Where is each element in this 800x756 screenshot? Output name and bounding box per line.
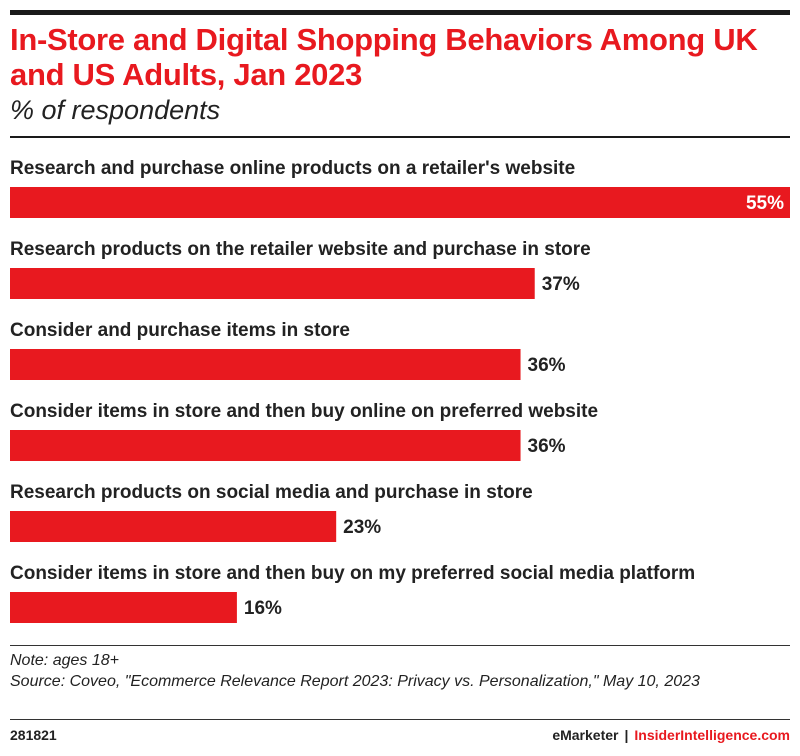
bar bbox=[10, 268, 535, 299]
source-text: Source: Coveo, "Ecommerce Relevance Repo… bbox=[10, 673, 700, 690]
value-label: 55% bbox=[746, 193, 784, 214]
footer-rule bbox=[10, 719, 790, 720]
bar bbox=[10, 349, 521, 380]
chart-title: In-Store and Digital Shopping Behaviors … bbox=[10, 22, 758, 92]
chart-notes: Note: ages 18+ Source: Coveo, "Ecommerce… bbox=[10, 650, 790, 692]
category-label: Research products on social media and pu… bbox=[10, 482, 533, 503]
category-label: Consider and purchase items in store bbox=[10, 320, 350, 341]
note-text: Note: ages 18+ bbox=[10, 652, 119, 669]
value-label: 36% bbox=[528, 355, 566, 376]
brand-insider-intelligence: InsiderIntelligence.com bbox=[634, 727, 790, 743]
value-label: 36% bbox=[528, 436, 566, 457]
brand-footer: eMarketer | InsiderIntelligence.com bbox=[552, 727, 790, 743]
value-label: 16% bbox=[244, 598, 282, 619]
brand-emarketer: eMarketer bbox=[552, 727, 619, 743]
brand-separator: | bbox=[624, 727, 629, 743]
bar-chart: Research and purchase online products on… bbox=[10, 158, 790, 623]
category-label: Research products on the retailer websit… bbox=[10, 239, 591, 260]
chart-subtitle: % of respondents bbox=[10, 95, 221, 125]
chart-id: 281821 bbox=[10, 727, 57, 743]
category-label: Consider items in store and then buy on … bbox=[10, 563, 695, 584]
bar bbox=[10, 187, 790, 218]
bar bbox=[10, 430, 521, 461]
value-label: 37% bbox=[542, 274, 580, 295]
category-label: Research and purchase online products on… bbox=[10, 158, 575, 179]
top-rule bbox=[10, 10, 790, 15]
bar bbox=[10, 511, 337, 542]
category-label: Consider items in store and then buy onl… bbox=[10, 401, 598, 422]
value-label: 23% bbox=[343, 517, 381, 538]
chart-bottom-rule bbox=[10, 645, 790, 646]
bar bbox=[10, 592, 237, 623]
subtitle-rule bbox=[10, 136, 790, 138]
